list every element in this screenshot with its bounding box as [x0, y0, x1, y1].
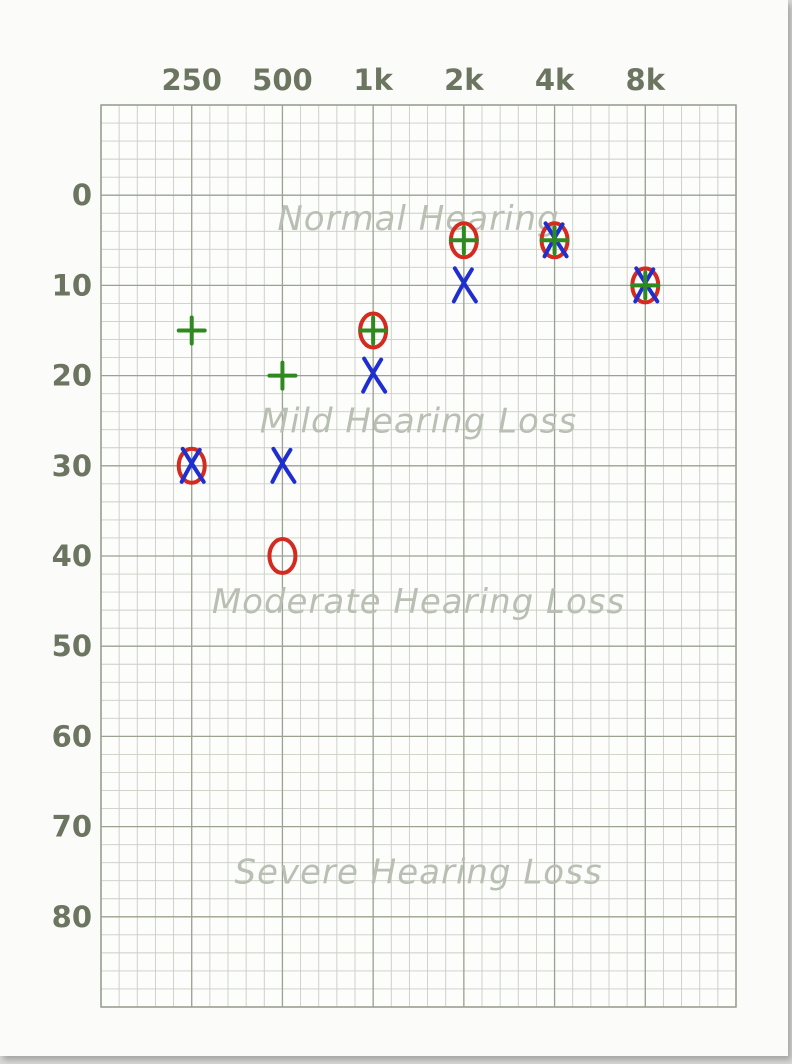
unmasked-point-1k: [358, 315, 389, 346]
x-tick-label-2k: 2k: [444, 63, 484, 97]
band-label-normal-hearing: Normal Hearing: [277, 199, 559, 239]
y-tick-label-60: 60: [52, 719, 92, 753]
x-tick-label-4k: 4k: [535, 63, 575, 97]
left-ear-point-2k: [451, 266, 478, 304]
series-unmasked: [176, 225, 661, 391]
x-stroke: [361, 357, 384, 394]
x-tick-label-1k: 1k: [353, 63, 393, 97]
unmasked-point-250: [176, 315, 207, 346]
left-ear-point-500: [270, 446, 297, 484]
unmasked-point-500: [267, 360, 298, 391]
x-tick-label-250: 250: [161, 63, 222, 97]
band-label-mild-hearing-loss: Mild Hearing Loss: [260, 402, 577, 442]
y-tick-label-70: 70: [52, 810, 92, 844]
y-tick-label-80: 80: [52, 900, 92, 934]
y-tick-label-40: 40: [52, 539, 92, 573]
band-label-severe-hearing-loss: Severe Hearing Loss: [234, 853, 602, 893]
y-tick-label-30: 30: [52, 449, 92, 483]
x-stroke: [179, 447, 202, 484]
y-tick-label-10: 10: [52, 268, 92, 302]
plot-border: [100, 104, 737, 1008]
left-ear-point-250: [179, 446, 206, 484]
right-ear-point-500: [267, 537, 298, 575]
unmasked-point-2k: [448, 225, 479, 256]
x-tick-label-500: 500: [252, 63, 313, 97]
left-ear-point-1k: [361, 356, 388, 394]
band-label-moderate-hearing-loss: Moderate Hearing Loss: [212, 582, 625, 622]
x-stroke: [451, 267, 474, 304]
right-ear-point-250: [176, 446, 207, 485]
x-tick-label-8k: 8k: [626, 63, 666, 97]
unmasked-point-8k: [630, 270, 661, 301]
unmasked-point-4k: [539, 225, 570, 256]
y-tick-label-0: 0: [72, 178, 92, 212]
x-stroke: [270, 447, 293, 484]
y-tick-label-20: 20: [52, 359, 92, 393]
y-tick-label-50: 50: [52, 629, 92, 663]
